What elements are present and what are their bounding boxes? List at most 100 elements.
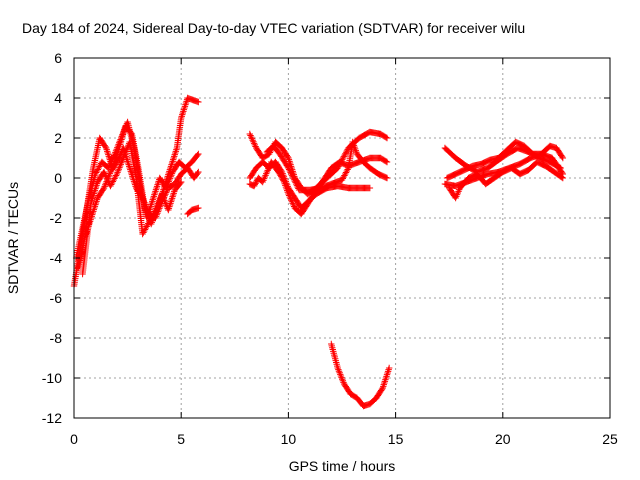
data-point (160, 195, 168, 202)
data-point (293, 182, 301, 189)
data-point (163, 187, 171, 195)
data-point (148, 199, 155, 207)
data-point (150, 194, 157, 202)
data-point (153, 203, 160, 210)
data-point (154, 202, 161, 209)
data-point (195, 98, 202, 106)
data-point (340, 173, 347, 181)
data-point (181, 104, 188, 112)
data-point (382, 374, 390, 382)
data-point (161, 197, 168, 204)
data-point (109, 178, 117, 185)
data-point (114, 169, 121, 176)
data-point (285, 164, 292, 172)
data-point (278, 173, 285, 180)
data-point (93, 169, 100, 176)
data-point (112, 149, 119, 156)
data-point (141, 226, 149, 233)
data-point (112, 173, 119, 181)
data-point (104, 176, 111, 183)
data-point (338, 374, 345, 381)
data-point (118, 158, 126, 165)
data-point (170, 154, 177, 162)
data-point (558, 174, 566, 181)
data-point (284, 163, 291, 170)
chart-title: Day 184 of 2024, Sidereal Day-to-day VTE… (22, 20, 525, 36)
y-tick-label: -4 (50, 250, 63, 266)
data-point (247, 132, 254, 139)
data-point (383, 134, 391, 142)
data-point (113, 170, 121, 178)
data-point (168, 196, 175, 204)
data-point (118, 133, 126, 140)
data-point (114, 157, 121, 164)
data-point (288, 197, 295, 204)
data-point (385, 364, 393, 372)
data-point (145, 220, 152, 227)
data-point (178, 113, 185, 120)
data-point (288, 170, 295, 178)
x-tick-label: 10 (281, 431, 297, 447)
data-point (151, 189, 159, 197)
series-arc-14 (446, 158, 567, 202)
data-point (250, 138, 257, 145)
data-point (115, 154, 123, 161)
data-point (559, 154, 567, 162)
data-point (177, 179, 184, 187)
data-point (93, 167, 101, 175)
data-point (111, 175, 118, 182)
data-point (289, 173, 296, 180)
data-point (277, 172, 284, 179)
data-point (167, 173, 174, 180)
x-tick-label: 15 (388, 431, 404, 447)
data-point (149, 212, 156, 220)
data-point (337, 372, 345, 380)
data-point (171, 151, 178, 158)
data-point (92, 170, 99, 178)
data-point (143, 204, 150, 211)
data-point (120, 153, 128, 160)
data-point (146, 217, 154, 224)
data-point (181, 103, 189, 110)
data-point (152, 205, 160, 212)
data-point (382, 134, 390, 141)
data-point (101, 170, 108, 177)
data-point (291, 178, 299, 185)
series-arc-9 (263, 138, 391, 194)
data-point (290, 176, 298, 183)
data-point (101, 183, 108, 190)
grid (74, 58, 610, 418)
y-tick-label: -10 (42, 370, 62, 386)
data-point (117, 136, 124, 143)
data-point (106, 161, 113, 169)
data-point (341, 172, 348, 179)
data-point (340, 379, 347, 386)
data-point (278, 174, 286, 182)
data-point (119, 130, 127, 137)
data-point (382, 158, 390, 165)
data-point (195, 204, 202, 212)
data-point (285, 192, 293, 199)
data-point (123, 145, 131, 152)
data-point (107, 160, 114, 167)
data-point (165, 178, 172, 185)
data-point (153, 183, 161, 190)
data-point (180, 106, 188, 113)
data-point (385, 366, 392, 373)
data-point (166, 176, 173, 184)
data-point (248, 135, 256, 142)
data-point (169, 193, 176, 200)
data-point (284, 153, 291, 160)
data-point (341, 151, 348, 159)
data-point (152, 206, 159, 214)
data-point (172, 149, 179, 157)
data-point (96, 163, 103, 170)
data-point (344, 166, 351, 173)
data-point (127, 168, 135, 175)
data-point (335, 366, 342, 373)
data-point (293, 180, 300, 188)
data-point (340, 153, 348, 160)
data-point (168, 170, 176, 177)
data-point (280, 177, 287, 184)
